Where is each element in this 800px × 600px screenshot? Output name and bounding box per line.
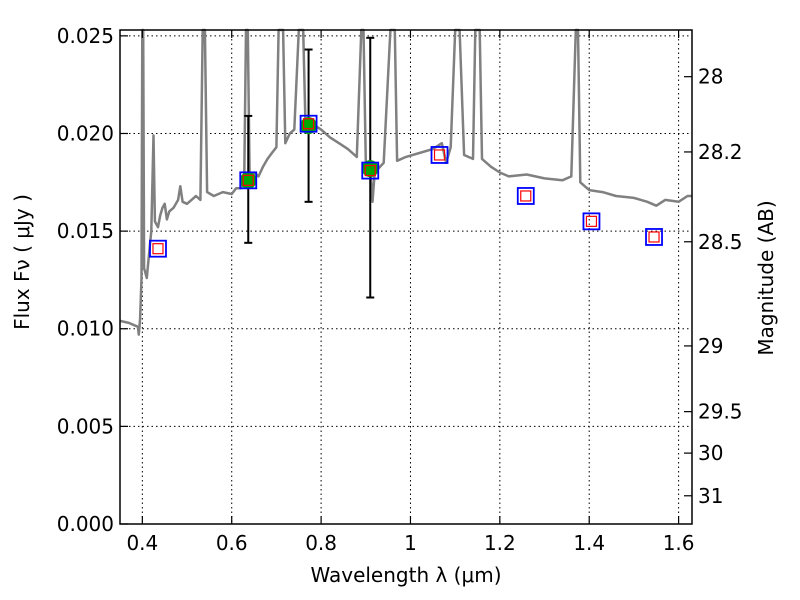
x-tick-label: 1.2 xyxy=(484,531,516,555)
model-points-layer xyxy=(149,114,663,258)
x-axis-ticks: 0.4 0.6 0.8 1 1.2 1.4 1.6 xyxy=(126,30,695,555)
y-tick-label: 0.020 xyxy=(57,121,114,145)
y-axis-label: Flux Fν ( μJy ) xyxy=(10,194,34,330)
right-tick-label: 29 xyxy=(698,334,723,358)
x-tick-label: 0.4 xyxy=(126,531,158,555)
model-point-inner xyxy=(648,231,660,243)
y-tick-label: 0.005 xyxy=(57,414,114,438)
right-axis-ticks: 28 28.2 28.5 29 29.5 30 31 xyxy=(684,65,743,508)
right-tick-label: 29.5 xyxy=(698,400,743,424)
model-point-inner xyxy=(302,118,315,130)
observed-points-layer xyxy=(239,117,379,189)
right-axis-label: Magnitude (AB) xyxy=(754,200,778,355)
model-point-inner xyxy=(364,164,376,177)
x-tick-label: 0.6 xyxy=(216,531,248,555)
x-tick-label: 0.8 xyxy=(305,531,337,555)
x-tick-label: 1.4 xyxy=(573,531,605,555)
model-point-inner xyxy=(242,174,254,186)
model-point-box xyxy=(645,228,663,246)
x-tick-label: 1.6 xyxy=(663,531,695,555)
model-point-box xyxy=(149,239,167,258)
model-point-inner xyxy=(152,243,164,255)
model-point-inner xyxy=(433,149,446,161)
right-tick-label: 28 xyxy=(698,65,723,89)
model-point-box xyxy=(239,171,258,190)
model-point-box xyxy=(430,146,449,164)
model-point-box xyxy=(582,212,601,231)
right-tick-label: 28.5 xyxy=(698,230,743,254)
spectrum-layer xyxy=(119,28,692,336)
x-axis-label: Wavelength λ (μm) xyxy=(310,563,501,587)
right-tick-label: 28.2 xyxy=(698,140,743,164)
spectrum-line xyxy=(119,28,692,336)
y-tick-label: 0.000 xyxy=(57,512,114,536)
model-point-box xyxy=(516,187,535,205)
model-point-box xyxy=(299,114,318,133)
y-tick-label: 0.015 xyxy=(57,219,114,243)
model-point-inner xyxy=(520,190,532,202)
model-point-box xyxy=(361,161,380,180)
right-tick-label: 30 xyxy=(698,441,723,465)
right-tick-label: 31 xyxy=(698,484,723,508)
plot-frame xyxy=(119,29,693,525)
x-tick-label: 1 xyxy=(404,531,417,555)
model-point-inner xyxy=(585,215,598,227)
y-tick-label: 0.010 xyxy=(57,317,114,341)
y-tick-label: 0.025 xyxy=(57,24,114,48)
y-axis-ticks: 0.000 0.005 0.010 0.015 0.020 0.025 xyxy=(57,24,128,536)
